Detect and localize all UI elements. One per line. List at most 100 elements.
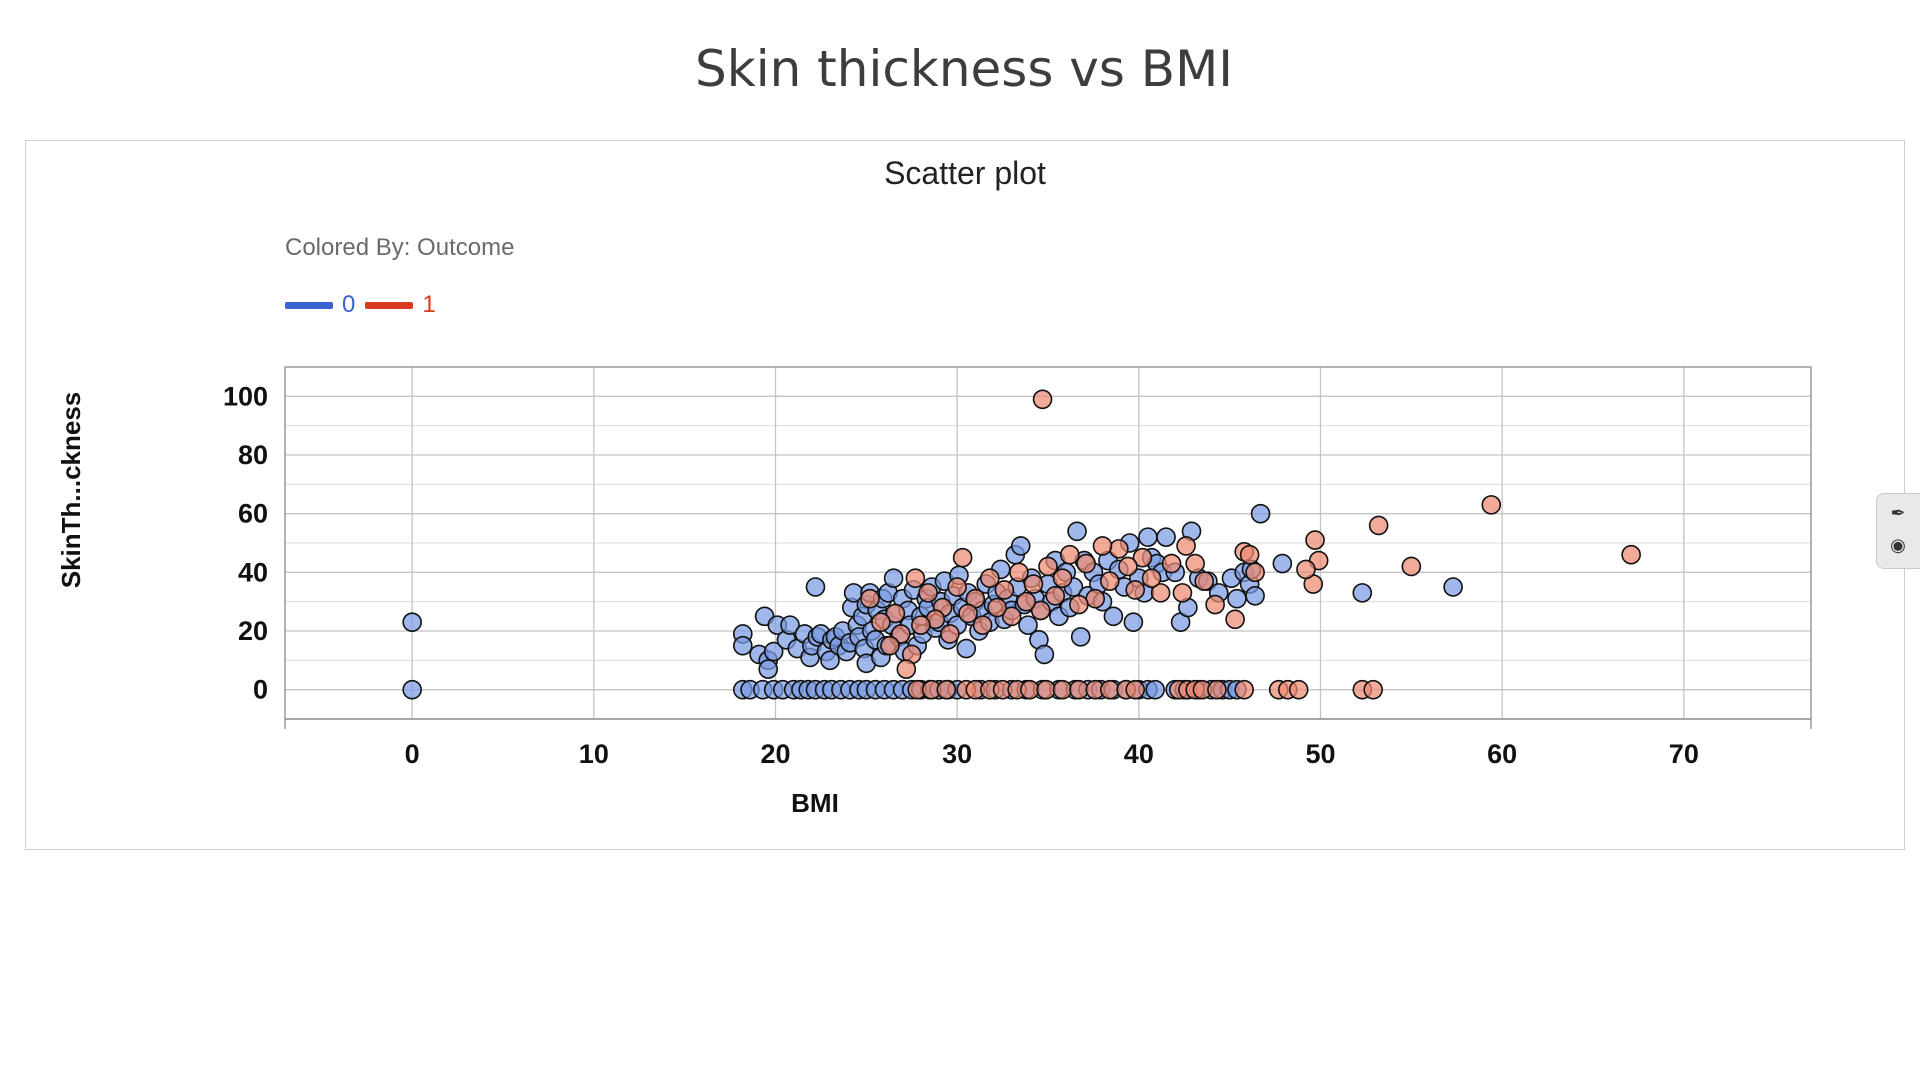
data-point-1[interactable] <box>1032 389 1053 410</box>
data-point-0[interactable] <box>402 679 422 700</box>
data-point-0[interactable] <box>1018 615 1038 635</box>
target-icon[interactable]: ◉ <box>1890 535 1906 555</box>
side-toolbar-tab[interactable]: ✒ ◉ <box>1876 493 1920 569</box>
data-point-0[interactable] <box>1443 577 1463 597</box>
data-point-1[interactable] <box>1194 571 1215 591</box>
data-point-1[interactable] <box>1069 679 1089 700</box>
data-point-1[interactable] <box>1296 559 1316 580</box>
data-point-1[interactable] <box>1225 609 1245 630</box>
y-tick-label: 80 <box>238 440 268 470</box>
data-point-1[interactable] <box>1052 568 1073 589</box>
data-point-0[interactable] <box>805 577 826 597</box>
data-point-1[interactable] <box>1132 547 1153 568</box>
y-tick-label: 60 <box>238 499 268 529</box>
data-point-1[interactable] <box>885 603 906 624</box>
data-point-1[interactable] <box>994 580 1015 600</box>
data-point-1[interactable] <box>1030 600 1051 621</box>
data-point-1[interactable] <box>860 588 880 609</box>
data-point-0[interactable] <box>1145 679 1165 700</box>
data-point-1[interactable] <box>1176 536 1196 556</box>
data-point-0[interactable] <box>1227 588 1247 609</box>
y-tick-label: 100 <box>223 381 268 411</box>
data-point-1[interactable] <box>911 615 931 635</box>
data-point-1[interactable] <box>1069 594 1089 615</box>
data-point-1[interactable] <box>1305 530 1325 550</box>
data-point-1[interactable] <box>1020 679 1040 700</box>
data-point-0[interactable] <box>763 641 784 662</box>
data-point-0[interactable] <box>1245 585 1265 606</box>
data-point-1[interactable] <box>1234 679 1254 700</box>
data-point-0[interactable] <box>1070 627 1091 647</box>
data-point-1[interactable] <box>1481 495 1502 515</box>
data-point-0[interactable] <box>1156 527 1176 547</box>
data-point-0[interactable] <box>732 635 753 656</box>
data-point-1[interactable] <box>1172 583 1193 603</box>
data-point-1[interactable] <box>1118 556 1138 577</box>
legend-swatch <box>365 301 414 309</box>
data-point-1[interactable] <box>1060 544 1080 565</box>
data-point-1[interactable] <box>1239 544 1260 565</box>
data-point-1[interactable] <box>1038 556 1058 577</box>
data-point-0[interactable] <box>1103 606 1124 627</box>
data-point-1[interactable] <box>918 583 938 603</box>
legend-item-1[interactable]: 1 <box>365 291 436 319</box>
data-point-0[interactable] <box>1352 583 1373 603</box>
data-point-0[interactable] <box>1067 521 1087 542</box>
data-point-0[interactable] <box>883 568 904 589</box>
data-point-0[interactable] <box>1034 644 1055 665</box>
data-point-1[interactable] <box>880 635 900 656</box>
data-point-1[interactable] <box>958 603 978 624</box>
data-point-1[interactable] <box>1621 544 1641 565</box>
data-point-1[interactable] <box>987 597 1007 618</box>
data-point-1[interactable] <box>1363 679 1383 700</box>
data-point-1[interactable] <box>980 568 1000 589</box>
data-point-1[interactable] <box>1085 588 1106 609</box>
data-point-1[interactable] <box>1401 556 1422 577</box>
data-point-0[interactable] <box>820 650 840 671</box>
data-point-1[interactable] <box>952 547 973 568</box>
data-point-1[interactable] <box>972 615 993 635</box>
data-point-1[interactable] <box>1045 585 1066 606</box>
data-point-1[interactable] <box>1141 568 1162 589</box>
data-point-1[interactable] <box>1109 539 1129 559</box>
data-point-1[interactable] <box>1185 553 1205 574</box>
data-point-0[interactable] <box>1010 536 1031 556</box>
data-point-1[interactable] <box>1288 679 1309 700</box>
data-point-0[interactable] <box>1138 527 1158 547</box>
data-point-1[interactable] <box>1001 606 1022 627</box>
data-point-1[interactable] <box>1023 574 1044 594</box>
brush-icon[interactable]: ✒ <box>1890 503 1906 523</box>
data-point-1[interactable] <box>1052 679 1073 700</box>
data-point-0[interactable] <box>780 615 800 635</box>
data-point-1[interactable] <box>1092 536 1113 556</box>
data-point-1[interactable] <box>947 577 967 597</box>
data-point-0[interactable] <box>758 659 779 679</box>
data-point-1[interactable] <box>1036 679 1056 700</box>
data-point-1[interactable] <box>1009 562 1029 583</box>
data-point-1[interactable] <box>940 624 960 644</box>
data-point-1[interactable] <box>1125 679 1145 700</box>
data-point-0[interactable] <box>1272 553 1293 574</box>
data-point-1[interactable] <box>1099 571 1120 591</box>
data-point-1[interactable] <box>905 568 926 589</box>
data-point-1[interactable] <box>1207 679 1227 700</box>
data-point-1[interactable] <box>896 659 917 679</box>
data-point-1[interactable] <box>1125 580 1145 600</box>
data-point-0[interactable] <box>402 612 422 633</box>
data-point-1[interactable] <box>936 679 957 700</box>
data-point-0[interactable] <box>956 638 977 659</box>
x-axis-label: BMI <box>791 788 839 818</box>
data-point-1[interactable] <box>1205 594 1225 615</box>
legend-item-0[interactable]: 0 <box>285 291 355 319</box>
data-point-1[interactable] <box>1161 553 1182 574</box>
data-point-1[interactable] <box>871 612 891 633</box>
data-point-0[interactable] <box>1123 612 1144 633</box>
data-point-1[interactable] <box>1368 515 1389 536</box>
data-point-1[interactable] <box>1016 591 1036 612</box>
data-point-1[interactable] <box>1099 679 1120 700</box>
data-point-0[interactable] <box>1250 503 1271 524</box>
data-point-1[interactable] <box>1150 583 1171 603</box>
data-point-1[interactable] <box>1076 553 1096 574</box>
data-point-1[interactable] <box>1245 562 1265 583</box>
